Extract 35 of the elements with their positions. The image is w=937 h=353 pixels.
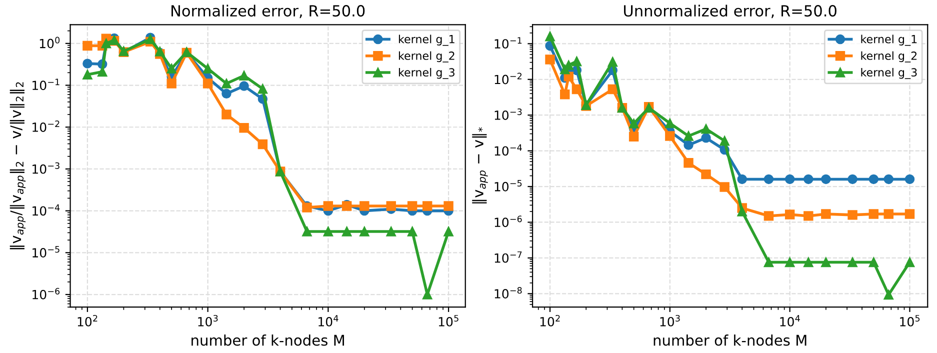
- text: ‖v$_{app}$/‖v$_{app}$‖$_{2}$ − v/‖v‖$_{2}$‖$_{2}$: [10, 82, 26, 250]
- y-axis-title: ‖v$_{app}$ − v‖$_{*}$: [472, 127, 488, 204]
- y-tick-label: 10$^{−1}$: [494, 37, 522, 49]
- legend-label: kernel g_2: [861, 51, 917, 62]
- legend-label: kernel g_3: [398, 68, 454, 80]
- y-tick-label: 10$^{−5}$: [494, 180, 522, 192]
- x-axis-title: number of k-nodes M: [192, 334, 344, 346]
- x-axis-title: number of k-nodes M: [654, 334, 806, 346]
- legend-label: kernel g_1: [398, 34, 454, 46]
- y-tick-label: 10$^{−4}$: [494, 144, 522, 156]
- y-tick-label: 10$^{−8}$: [494, 287, 522, 298]
- x-tick-label: 10$^{3}$: [198, 314, 218, 326]
- legend-label: kernel g_1: [861, 34, 917, 46]
- y-tick-label: 10$^{0}$: [40, 36, 60, 48]
- y-tick-label: 10$^{−6}$: [32, 288, 60, 300]
- y-tick-label: 10$^{−1}$: [32, 78, 60, 90]
- x-tick-label: 10$^{5}$: [438, 315, 458, 326]
- y-tick-label: 10$^{−3}$: [32, 162, 60, 174]
- y-tick-label: 10$^{−4}$: [32, 204, 60, 216]
- x-tick-label: 10$^{2}$: [78, 314, 98, 326]
- x-tick-label: 10$^{4}$: [318, 315, 338, 326]
- y-tick-label: 10$^{−6}$: [494, 216, 522, 228]
- chart-title: Normalized error, R=50.0: [172, 4, 365, 18]
- y-tick-label: 10$^{−2}$: [494, 72, 522, 84]
- legend-label: kernel g_2: [398, 51, 454, 62]
- y-tick-label: 10$^{−5}$: [32, 246, 60, 258]
- x-tick-label: 10$^{5}$: [900, 315, 920, 326]
- chart-title: Unnormalized error, R=50.0: [624, 4, 836, 18]
- y-tick-label: 10$^{−7}$: [494, 251, 522, 263]
- legend-label: kernel g_3: [861, 68, 917, 80]
- x-tick-label: 10$^{3}$: [660, 314, 680, 326]
- y-tick-label: 10$^{−2}$: [32, 120, 60, 132]
- x-tick-label: 10$^{2}$: [540, 314, 560, 326]
- x-tick-label: 10$^{4}$: [780, 315, 800, 326]
- y-tick-label: 10$^{−3}$: [494, 108, 522, 120]
